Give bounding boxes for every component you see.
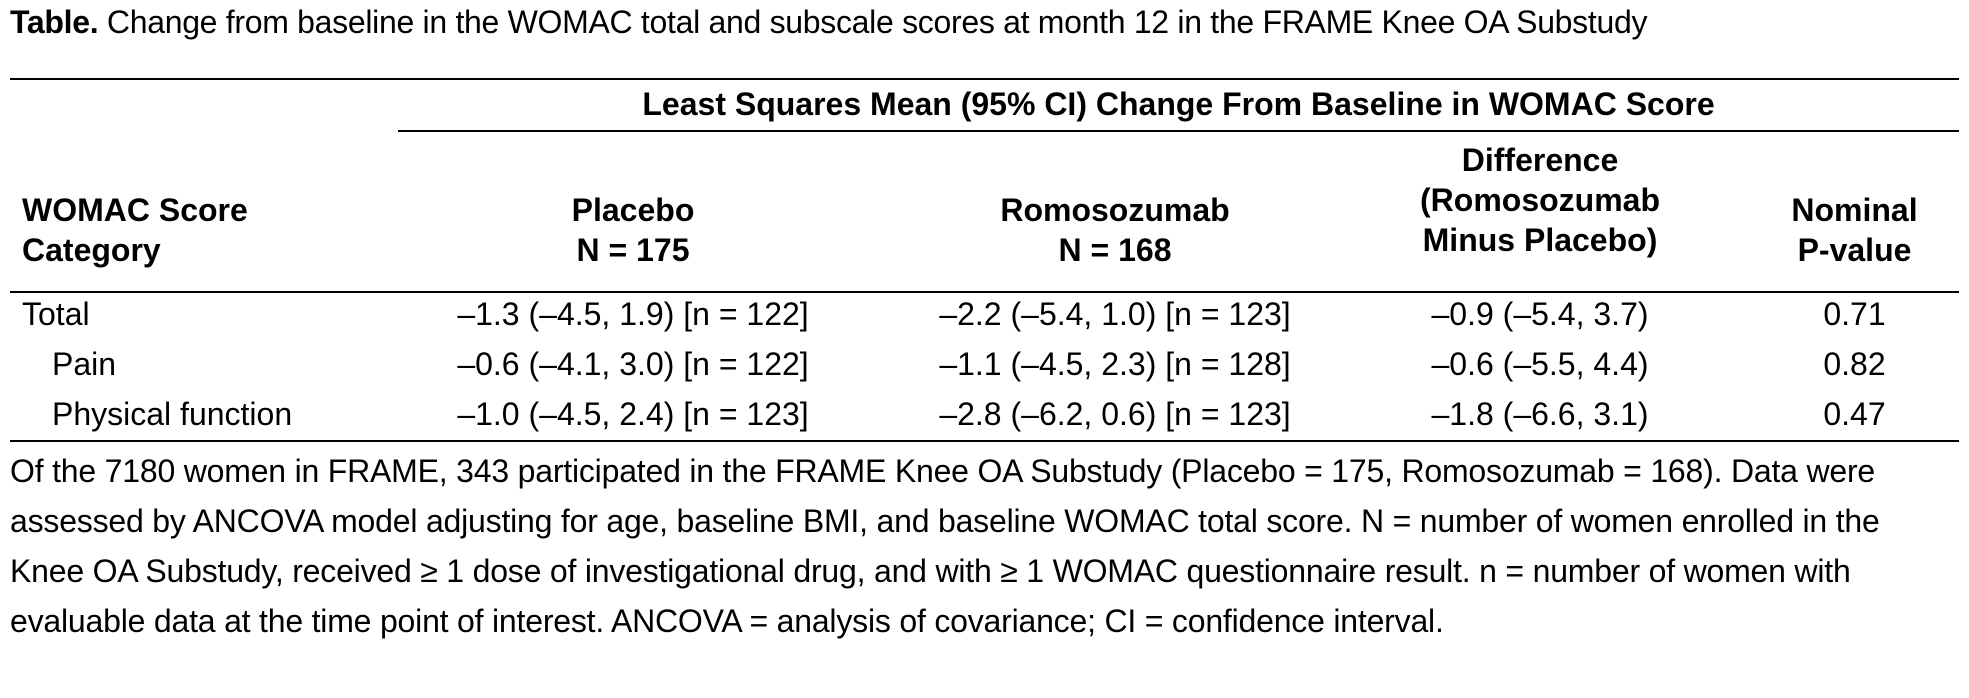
header-romosozumab-line2: N = 168 [1058,232,1172,268]
header-difference: Difference (Romosozumab Minus Placebo) [1360,140,1720,260]
row-romosozumab-value: –1.1 (–4.5, 2.3) [n = 128] [939,346,1291,382]
spanner-header: Least Squares Mean (95% CI) Change From … [642,86,1715,122]
header-category-line2: Category [22,232,161,268]
row-pvalue: 0.47 [1823,396,1886,432]
header-placebo: Placebo N = 175 [398,190,868,270]
row-pvalue: 0.71 [1823,296,1886,332]
bottom-rule [10,440,1959,442]
header-placebo-line2: N = 175 [576,232,690,268]
table-footnote: Of the 7180 women in FRAME, 343 particip… [10,453,1880,639]
header-difference-line1: Difference [1461,142,1619,178]
header-romosozumab: Romosozumab N = 168 [880,190,1350,270]
top-rule [10,78,1959,80]
row-romosozumab-value: –2.8 (–6.2, 0.6) [n = 123] [939,396,1291,432]
caption-label: Table. [10,4,99,40]
caption-text: Change from baseline in the WOMAC total … [98,4,1648,40]
header-pvalue-line2: P-value [1797,232,1912,268]
row-difference-value: –0.6 (–5.5, 4.4) [1431,346,1649,382]
row-placebo-value: –0.6 (–4.1, 3.0) [n = 122] [457,346,809,382]
header-rule [10,291,1959,293]
header-category-line1: WOMAC Score [22,192,248,228]
row-difference-value: –1.8 (–6.6, 3.1) [1431,396,1649,432]
row-label: Physical function [52,396,293,432]
spanner-rule [398,130,1959,132]
header-category: WOMAC Score Category [22,190,382,270]
row-pvalue: 0.82 [1823,346,1886,382]
header-pvalue-line1: Nominal [1791,192,1918,228]
table-row: Total –1.3 (–4.5, 1.9) [n = 122] –2.2 (–… [0,294,1969,344]
row-placebo-value: –1.0 (–4.5, 2.4) [n = 123] [457,396,809,432]
header-pvalue: Nominal P-value [1750,190,1959,270]
header-difference-line2: (Romosozumab [1420,182,1660,218]
table-caption: Table. Change from baseline in the WOMAC… [10,2,1647,42]
row-label: Total [22,296,90,332]
table-row: Pain –0.6 (–4.1, 3.0) [n = 122] –1.1 (–4… [0,344,1969,394]
row-romosozumab-value: –2.2 (–5.4, 1.0) [n = 123] [939,296,1291,332]
table-row: Physical function –1.0 (–4.5, 2.4) [n = … [0,394,1969,444]
row-label: Pain [52,346,117,382]
header-placebo-line1: Placebo [571,192,695,228]
header-difference-line3: Minus Placebo) [1422,222,1658,258]
row-placebo-value: –1.3 (–4.5, 1.9) [n = 122] [457,296,809,332]
row-difference-value: –0.9 (–5.4, 3.7) [1431,296,1649,332]
header-romosozumab-line1: Romosozumab [1000,192,1230,228]
